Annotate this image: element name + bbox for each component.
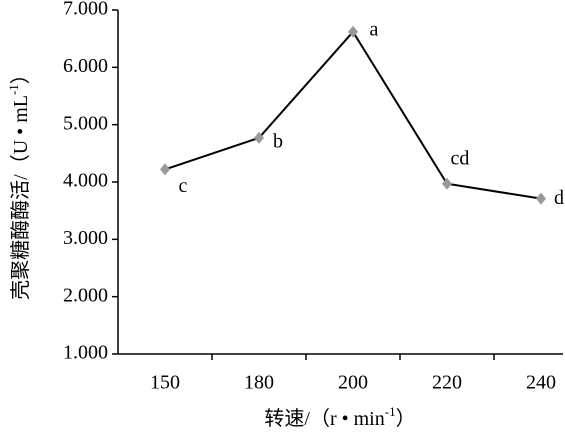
- marker: [348, 25, 358, 38]
- point-label: b: [273, 130, 283, 152]
- x-tick-label: 200: [338, 372, 368, 394]
- y-tick-label: 4.000: [63, 170, 108, 192]
- x-tick-label: 180: [244, 372, 274, 394]
- marker: [536, 192, 546, 205]
- marker: [160, 163, 170, 176]
- x-tick-label: 150: [150, 372, 180, 394]
- x-label-end: ）: [396, 407, 416, 430]
- y-tick-label: 5.000: [63, 112, 108, 134]
- y-label-sup: -1: [6, 84, 21, 95]
- y-label-end: ）: [9, 64, 32, 84]
- line: [164, 30, 542, 200]
- x-tick-label: 220: [432, 372, 462, 394]
- x-tick-label: 240: [526, 372, 556, 394]
- y-tick-label: 2.000: [63, 284, 108, 306]
- marker: [442, 177, 452, 190]
- y-tick-label: 3.000: [63, 227, 108, 249]
- y-label-text: 壳聚糖酶酶活/（U • mL: [9, 95, 32, 300]
- y-axis-label: 壳聚糖酶酶活/（U • mL-1）: [6, 64, 32, 300]
- point-label: c: [179, 175, 188, 197]
- y-tick-label: 7.000: [63, 0, 108, 20]
- y-tick-label: 6.000: [63, 55, 108, 77]
- point-label: d: [554, 187, 564, 209]
- x-label-text: 转速/（r • min: [264, 407, 384, 430]
- point-label: cd: [451, 147, 470, 169]
- y-tick-label: 1.000: [63, 342, 108, 364]
- x-axis-label: 转速/（r • min-1）: [264, 404, 415, 430]
- point-label: a: [370, 18, 379, 40]
- x-label-sup: -1: [385, 404, 396, 419]
- marker: [254, 131, 264, 144]
